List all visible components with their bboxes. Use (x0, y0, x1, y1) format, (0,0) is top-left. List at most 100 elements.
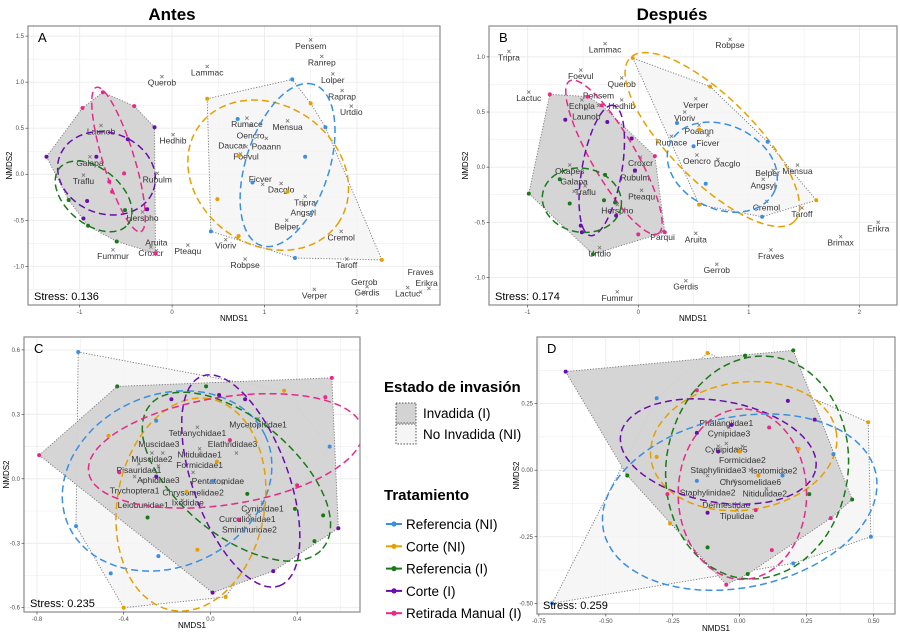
species-label: Tripra (498, 52, 520, 62)
species-label: Croxcr (138, 248, 163, 258)
x-tick-label: 0.25 (801, 619, 813, 625)
species-label: Formicidae2 (719, 455, 766, 465)
species-pensem: Pensem (583, 90, 614, 108)
site-point-corte_ni (737, 449, 742, 454)
site-point-ref_i (603, 172, 608, 177)
stress-value: Stress: 0.235 (30, 598, 95, 610)
column-title-despues: Después (637, 5, 708, 24)
species-marker (748, 468, 753, 473)
ellipse-ref_ni (666, 121, 779, 213)
species-marker (728, 37, 732, 42)
site-point-ret_i (80, 105, 85, 110)
species-taroff: Taroff (791, 206, 813, 219)
species-label: Gerrob (351, 277, 378, 287)
species-marker (160, 451, 165, 455)
legend: Estado de invasión Invadida (I) No Invad… (384, 379, 522, 621)
species-gerdis: Gerdis (354, 284, 380, 298)
ellipse-ref_i (141, 391, 332, 562)
panel-border (488, 25, 898, 306)
site-point-ret_i (122, 171, 127, 176)
species-phalangiidae1: Phalangiidae1 (699, 418, 754, 451)
species-oencro: Oencro (237, 123, 265, 140)
site-point-ref_i (705, 545, 710, 550)
species-label: Cynipidae3 (708, 429, 751, 439)
site-point-corte_i (81, 216, 86, 221)
species-label: Ficver (696, 138, 719, 148)
species-traflu: Traflu (574, 184, 596, 197)
species-marker (339, 229, 344, 234)
species-marker (583, 184, 588, 188)
species-hedhib: Hedhib (160, 132, 187, 146)
y-tick-label: 0.0 (477, 165, 486, 171)
species-label: Daucar (218, 141, 246, 151)
species-marker (714, 262, 719, 267)
site-point-corte_ni (282, 388, 287, 393)
species-verper: Verper (683, 96, 708, 110)
species-marker (148, 245, 153, 249)
species-croxcr: Croxcr (138, 245, 164, 258)
species-marker (301, 202, 306, 207)
species-querob: Querob (608, 75, 636, 89)
y-tick-label: 0.25 (521, 402, 533, 408)
species-marker (344, 257, 349, 261)
species-foevul: Foevul (568, 68, 594, 81)
species-marker (705, 473, 710, 478)
species-label: Lactuc (516, 93, 542, 103)
site-point-corte_i (243, 397, 248, 402)
species-label: Robpse (715, 40, 745, 50)
site-point-corte_ni (236, 233, 241, 238)
ellipse-corte_i (56, 130, 157, 216)
species-label: Hedhib (608, 101, 635, 111)
x-tick-label: 2 (858, 310, 862, 316)
species-label: Dacglo (714, 158, 741, 168)
species-marker (155, 171, 160, 176)
species-erikra: Erikra (867, 220, 890, 233)
species-gerdis: Gerdis (673, 278, 698, 292)
ellipse-ret_i (91, 86, 147, 233)
species-marker (185, 243, 190, 248)
legend-item-corte_i: Corte (I) (386, 584, 456, 599)
site-point-ref_i (850, 497, 855, 502)
species-label: Ficver (249, 174, 272, 184)
site-point-ref_ni (868, 534, 873, 539)
species-marker (876, 220, 881, 225)
species-marker (88, 154, 92, 159)
species-fraves: Fraves (408, 267, 434, 294)
site-point-corte_ni (697, 127, 702, 132)
site-point-ref_i (526, 191, 531, 196)
species-vioriv: Vioriv (215, 237, 237, 251)
species-marker (596, 103, 601, 108)
site-point-corte_i (85, 198, 90, 203)
hull-invadida (564, 349, 853, 586)
panel-border (23, 336, 361, 613)
species-rumace: Rumace (656, 134, 687, 147)
y-tick-label: 0.3 (12, 412, 21, 418)
legend-label-ref_i: Referencia (I) (406, 562, 488, 577)
species-marker (111, 247, 115, 252)
species-label: Chrysomelidae6 (720, 477, 782, 487)
species-marker (619, 98, 624, 102)
legend-label-corte_i: Corte (I) (406, 584, 456, 599)
species-urtdio: Urtdio (588, 245, 611, 259)
species-label: Herspho (126, 213, 158, 223)
site-point-ref_i (245, 491, 250, 496)
species-marker (243, 257, 247, 261)
species-marker (526, 90, 531, 95)
species-gerrob: Gerrob (351, 277, 378, 294)
site-point-ret_i (295, 483, 300, 488)
species-belper: Belper (274, 218, 299, 231)
panel-border (536, 336, 896, 615)
ellipse-ret_i (565, 79, 663, 236)
species-marker (697, 123, 701, 128)
site-point-ref_ni (235, 117, 240, 121)
species-mensua: Mensua (272, 118, 303, 132)
species-marker (362, 290, 367, 294)
site-point-ref_ni (694, 478, 699, 483)
panel-letter: D (547, 341, 556, 356)
site-point-ref_i (66, 198, 71, 203)
site-point-ret_i (227, 438, 232, 443)
species-erikra: Erikra (415, 278, 438, 291)
legend-point-ret_i (391, 610, 397, 616)
species-label: Fraves (758, 251, 784, 261)
site-point-ref_ni (654, 396, 659, 401)
